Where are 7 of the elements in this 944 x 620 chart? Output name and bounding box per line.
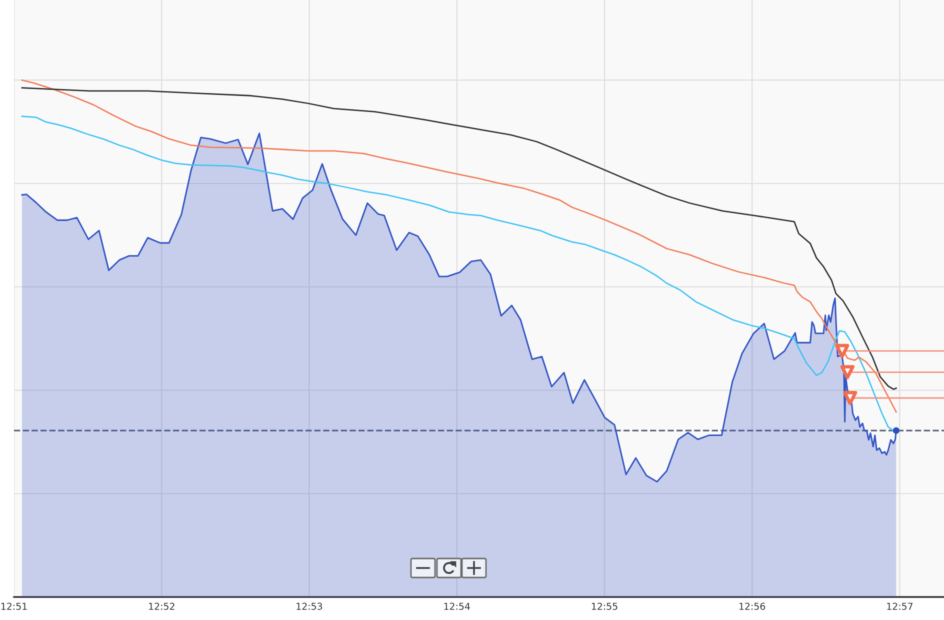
x-tick-label: 12:52 [149, 602, 174, 610]
x-tick-label: 12:55 [592, 602, 618, 610]
x-tick-label: 12:54 [444, 602, 470, 610]
x-tick-label: 12:57 [887, 602, 913, 610]
x-tick-label: 12:53 [296, 602, 322, 610]
x-tick-label: 12:51 [1, 602, 27, 610]
x-tick-label: 12:56 [739, 602, 766, 610]
